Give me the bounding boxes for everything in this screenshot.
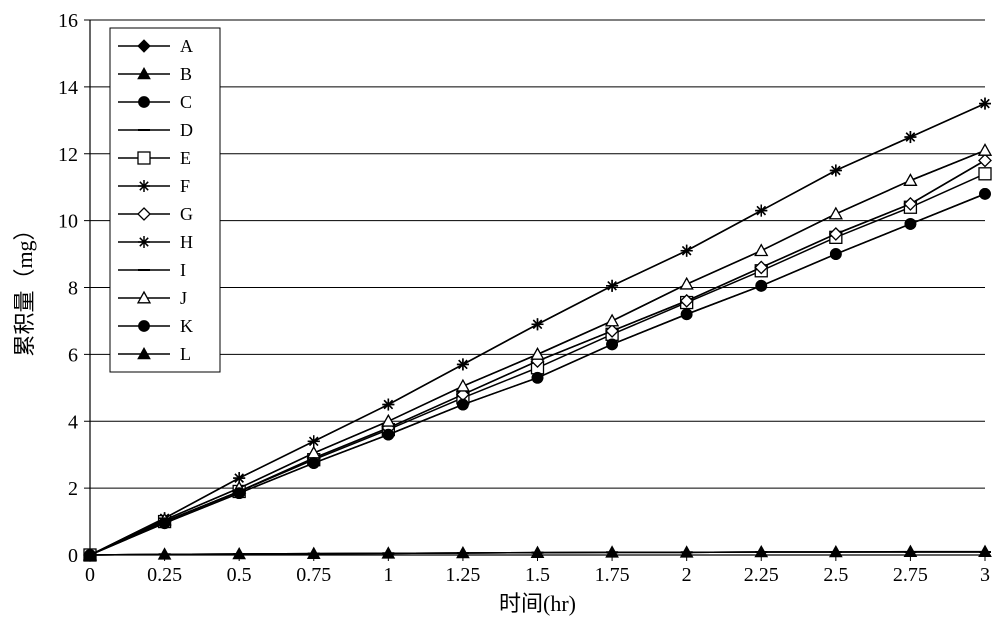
x-tick-label: 1.75 [595,564,630,586]
y-tick-label: 16 [58,10,78,32]
x-tick-label: 1 [383,564,393,586]
legend-label-K: K [180,316,193,336]
legend-label-J: J [180,288,187,308]
line-chart: 0 0.25 0.5 0.75 1 1.25 1.5 1.75 2 2.25 2.5 2.75 3 0 2 4… [0,0,1000,626]
legend-label-A: A [180,36,193,56]
x-tick-label: 0.25 [147,564,182,586]
x-tick-label: 1.25 [445,564,480,586]
y-tick-label: 12 [58,144,78,166]
y-tick-label: 8 [68,278,78,300]
x-tick-label: 2.5 [823,564,848,586]
y-axis-label: 累积量（mg） [12,218,37,356]
x-tick-label: 1.5 [525,564,550,586]
y-tick-label: 2 [68,478,78,500]
y-tick-label: 4 [68,411,78,433]
legend-label-F: F [180,176,190,196]
x-tick-label: 2.25 [744,564,779,586]
y-tick-label: 6 [68,344,78,366]
legend: ABCDEFGHIJKL [110,28,220,372]
legend-label-G: G [180,204,193,224]
legend-label-D: D [180,120,193,140]
x-axis-label: 时间(hr) [499,591,576,616]
legend-label-B: B [180,64,192,84]
legend-label-C: C [180,92,192,112]
x-tick-label: 0.75 [296,564,331,586]
y-tick-label: 10 [58,211,78,233]
x-tick-label: 0 [85,564,95,586]
y-tick-label: 0 [68,545,78,567]
legend-label-H: H [180,232,193,252]
legend-label-E: E [180,148,191,168]
y-tick-label: 14 [58,77,78,99]
legend-label-I: I [180,260,186,280]
x-tick-label: 2 [682,564,692,586]
x-tick-label: 3 [980,564,990,586]
legend-label-L: L [180,344,191,364]
x-tick-label: 0.5 [227,564,252,586]
x-tick-label: 2.75 [893,564,928,586]
